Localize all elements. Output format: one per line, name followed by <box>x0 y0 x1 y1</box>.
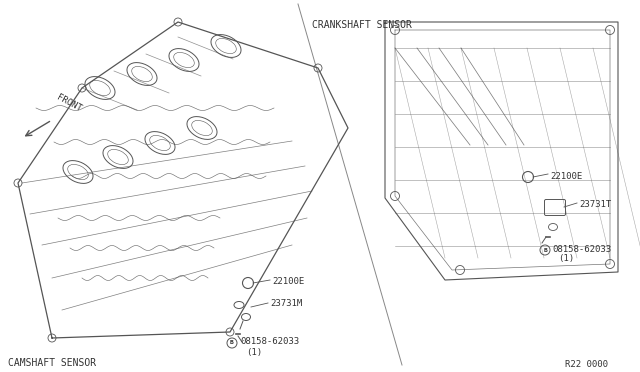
Text: FRONT: FRONT <box>55 92 83 113</box>
Text: 23731M: 23731M <box>270 299 302 308</box>
Text: 08158-62033: 08158-62033 <box>240 337 299 346</box>
Text: 23731T: 23731T <box>579 199 611 208</box>
Text: 22100E: 22100E <box>550 171 582 180</box>
Text: (1): (1) <box>558 254 574 263</box>
Text: (1): (1) <box>246 347 262 356</box>
Text: B: B <box>230 340 234 346</box>
Text: 08158-62033: 08158-62033 <box>552 244 611 253</box>
Text: R22 0000: R22 0000 <box>565 360 608 369</box>
Text: CRANKSHAFT SENSOR: CRANKSHAFT SENSOR <box>312 20 412 30</box>
Text: B: B <box>543 247 547 253</box>
Text: 22100E: 22100E <box>272 278 304 286</box>
Text: CAMSHAFT SENSOR: CAMSHAFT SENSOR <box>8 358 96 368</box>
